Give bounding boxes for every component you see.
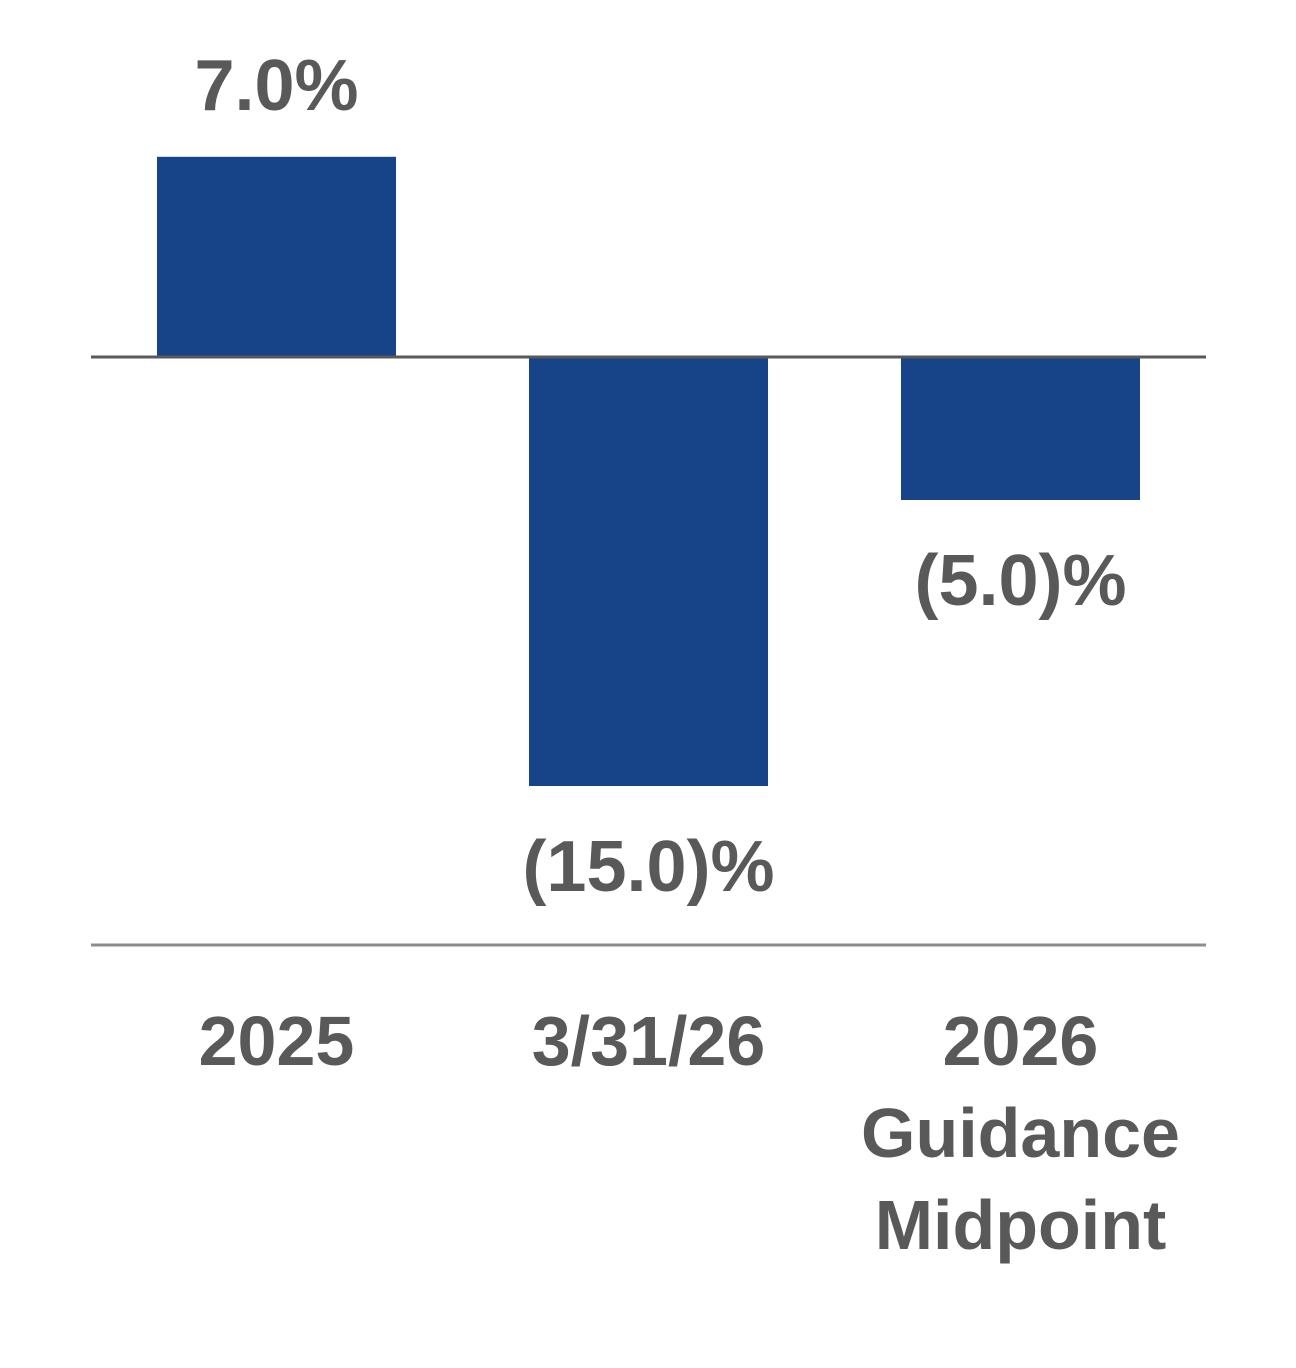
category-label-1-line-0: 3/31/26 bbox=[532, 1002, 766, 1080]
category-label-2-line-0: 2026 bbox=[943, 1002, 1099, 1080]
category-labels-group: 2025 3/31/26 2026 Guidance Midpoint bbox=[199, 1002, 1180, 1264]
bar-1 bbox=[529, 357, 768, 786]
data-label-0: 7.0% bbox=[194, 46, 358, 126]
bars-group bbox=[157, 156, 1140, 786]
bar-0 bbox=[157, 156, 396, 357]
category-label-2-line-1: Guidance bbox=[861, 1094, 1180, 1172]
category-label-0-line-0: 2025 bbox=[199, 1002, 355, 1080]
data-labels-group: 7.0% (15.0)% (5.0)% bbox=[194, 46, 1126, 907]
bar-2 bbox=[901, 357, 1140, 500]
data-label-1: (15.0)% bbox=[522, 827, 774, 907]
category-label-2-line-2: Midpoint bbox=[875, 1186, 1167, 1264]
data-label-2: (5.0)% bbox=[914, 541, 1126, 621]
